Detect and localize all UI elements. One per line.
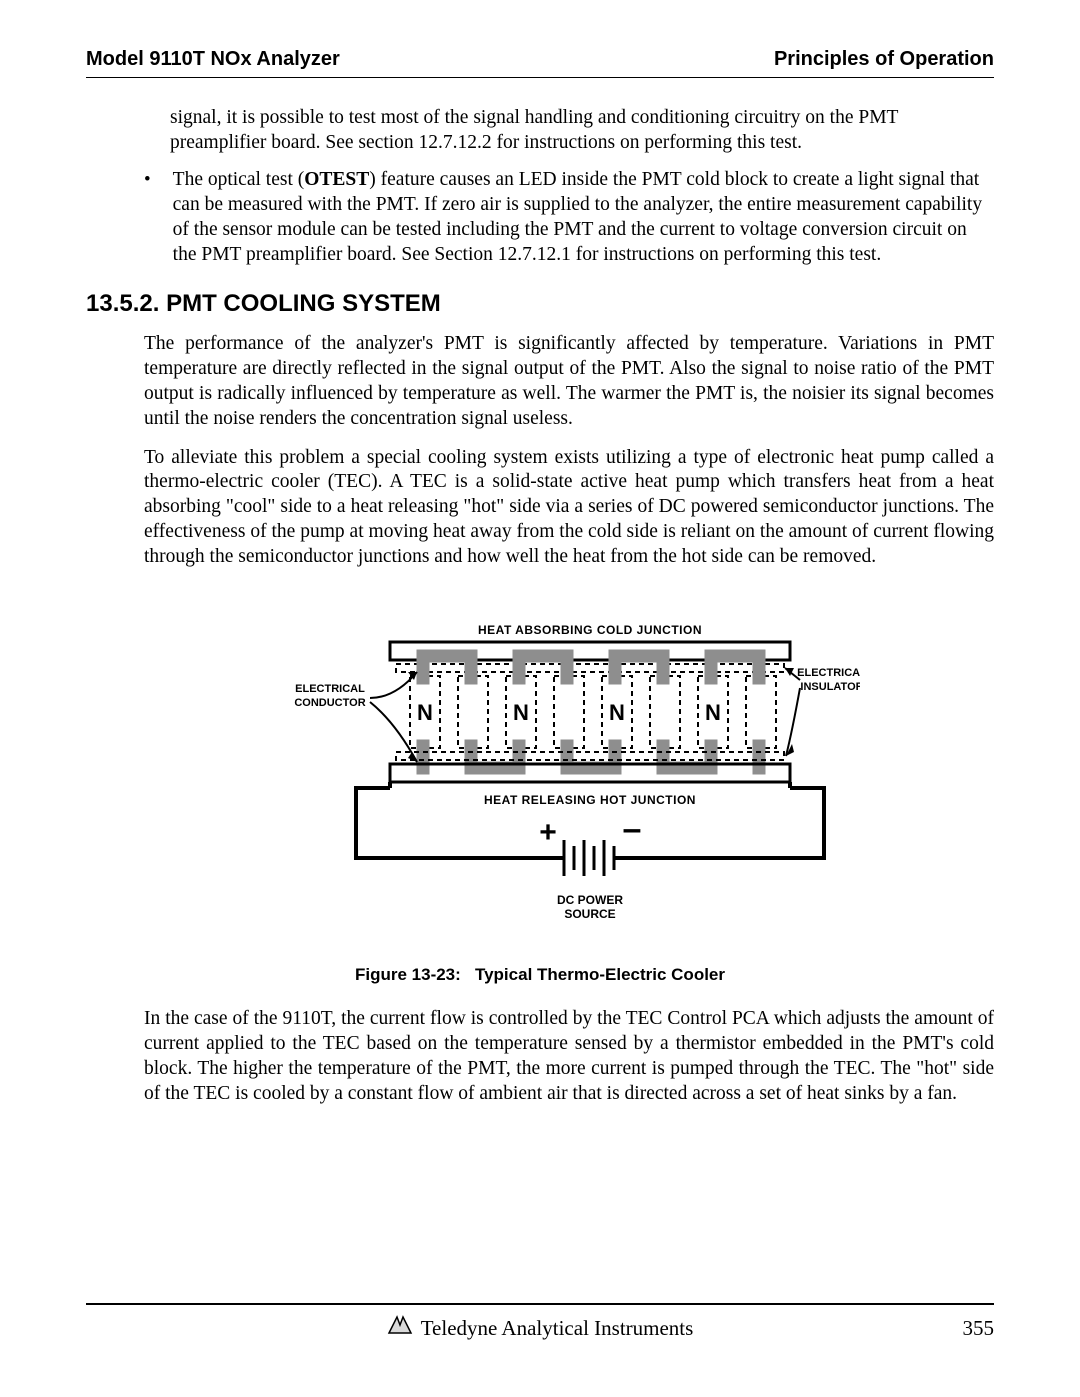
n-label: N	[417, 700, 433, 725]
bullet-dot-icon: •	[144, 168, 151, 268]
bullet-pre: The optical test (	[173, 169, 305, 190]
section-number: 13.5.2.	[86, 290, 159, 317]
label-power-2: SOURCE	[564, 907, 615, 921]
paragraph-2: To alleviate this problem a special cool…	[144, 446, 994, 571]
label-insulator-2: INSULATOR	[800, 681, 860, 693]
header-right: Principles of Operation	[774, 48, 994, 71]
paragraph-1: The performance of the analyzer's PMT is…	[144, 332, 994, 432]
figure-caption: Figure 13-23: Typical Thermo-Electric Co…	[86, 965, 994, 985]
footer-page-number: 355	[963, 1316, 995, 1341]
plus-sign: +	[539, 816, 557, 849]
minus-sign: –	[623, 810, 642, 848]
header-left: Model 9110T NOx Analyzer	[86, 48, 340, 71]
figure-caption-text: Typical Thermo-Electric Cooler	[475, 965, 725, 984]
footer-company: Teledyne Analytical Instruments	[421, 1316, 694, 1341]
label-power-1: DC POWER	[557, 893, 623, 907]
figure-caption-prefix: Figure 13-23:	[355, 965, 461, 984]
n-label: N	[705, 700, 721, 725]
page-footer: Teledyne Analytical Instruments 355	[86, 1303, 994, 1341]
bullet-text: The optical test (OTEST) feature causes …	[173, 168, 994, 268]
paragraph-3: In the case of the 9110T, the current fl…	[144, 1007, 994, 1107]
label-conductor-2: CONDUCTOR	[294, 697, 365, 709]
page-header: Model 9110T NOx Analyzer Principles of O…	[86, 48, 994, 78]
section-title: PMT COOLING SYSTEM	[166, 290, 441, 317]
bullet-item: • The optical test (OTEST) feature cause…	[144, 168, 994, 268]
label-conductor-1: ELECTRICAL	[295, 683, 365, 695]
section-heading: 13.5.2. PMT COOLING SYSTEM	[86, 290, 994, 318]
intro-paragraph: signal, it is possible to test most of t…	[170, 106, 994, 156]
label-insulator-1: ELECTRICAL	[797, 667, 860, 679]
bullet-bold: OTEST	[304, 169, 369, 190]
n-label: N	[609, 700, 625, 725]
figure-tec-diagram: HEAT ABSORBING COLD JUNCTION N N N N	[86, 612, 994, 947]
tec-diagram-svg: HEAT ABSORBING COLD JUNCTION N N N N	[220, 612, 860, 942]
teledyne-logo-icon	[387, 1315, 413, 1341]
label-hot-junction-2: HEAT RELEASING HOT JUNCTION	[484, 793, 696, 807]
label-cold-junction: HEAT ABSORBING COLD JUNCTION	[478, 623, 702, 637]
n-label: N	[513, 700, 529, 725]
